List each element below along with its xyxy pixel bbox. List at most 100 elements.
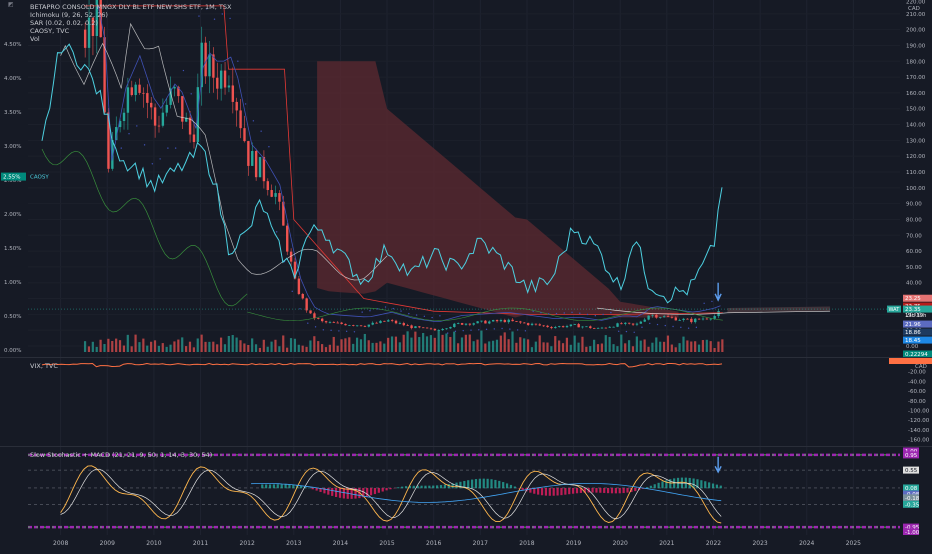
volume-bar (675, 347, 677, 352)
sar-dot (237, 60, 238, 61)
volume-bar (344, 338, 346, 352)
x-tick-label-2025: 2025 (846, 540, 861, 547)
sar-dot (191, 93, 192, 94)
price-chart-svg[interactable]: 210.00200.00190.00180.00170.00160.00150.… (0, 0, 932, 357)
volume-bar (655, 337, 657, 352)
candle-body (624, 323, 626, 324)
candle-body (410, 325, 412, 328)
candle-body (344, 324, 346, 325)
sar-dot (672, 326, 673, 327)
price-tick-top: 220.00 (906, 0, 926, 6)
candle-body (453, 324, 455, 327)
volume-bar (189, 342, 191, 352)
macd-histogram-bar (564, 488, 566, 495)
volume-bar (515, 343, 517, 352)
legend-ichimoku[interactable]: Ichimoku (9, 26, 52, 26) (30, 11, 231, 19)
candle-body (605, 328, 607, 329)
candle-body (317, 318, 319, 319)
candle-body (352, 325, 354, 326)
vix-chart-svg[interactable]: -20.00-40.00-60.00-80.00-100.00-120.00-1… (0, 358, 932, 446)
candle-body (340, 323, 342, 324)
macd-histogram-bar (650, 486, 652, 489)
volume-bar (333, 337, 335, 352)
volume-bar (597, 344, 599, 352)
volume-bar (302, 346, 304, 352)
osc-tick-label: 0.95 (905, 453, 918, 459)
volume-bar (337, 346, 339, 352)
legend-vol[interactable]: Vol (30, 35, 231, 43)
candle-body (655, 315, 657, 318)
volume-bar (372, 343, 374, 352)
snapshot-icon[interactable]: ◩ (8, 1, 14, 8)
candle-body (500, 320, 502, 321)
price-tick-label: 170.00 (906, 75, 926, 81)
sar-dot (323, 329, 324, 330)
macd-histogram-bar (611, 488, 613, 493)
macd-histogram-bar (549, 488, 551, 496)
volume-bar (527, 339, 529, 352)
legend-osc[interactable]: Slow Stochastic + MACD (21, 21, 9, 50, 1… (30, 451, 212, 459)
candle-body (426, 328, 428, 329)
sar-dot (579, 313, 580, 314)
candle-body (302, 294, 304, 298)
volume-bar (96, 347, 98, 352)
legend-vix[interactable]: VIX, TVC (30, 362, 58, 370)
candle-body (267, 181, 269, 190)
volume-bar (651, 343, 653, 352)
volume-bar (496, 340, 498, 352)
oscillator-pane[interactable]: 1.000.950.550.08-0.08-0.18-0.35-0.95-1.0… (0, 447, 932, 535)
sar-dot (470, 330, 471, 331)
macd-histogram-bar (370, 488, 372, 495)
candle-body (243, 128, 245, 141)
volume-bar (399, 342, 401, 352)
sar-dot (501, 328, 502, 329)
candle-body (519, 321, 521, 322)
volume-bar (154, 340, 156, 352)
candle-body (469, 324, 471, 325)
legend-symbol[interactable]: BETAPRO CONSOLD MNGX DLY BL ETF NEW SHS … (30, 3, 231, 11)
price-tick-label: 130.00 (906, 138, 926, 144)
volume-bar (628, 340, 630, 352)
volume-bar (418, 337, 420, 352)
volume-bar (267, 347, 269, 352)
sar-dot (525, 330, 526, 331)
candle-body (663, 316, 665, 317)
volume-bar (325, 347, 327, 352)
sar-dot (610, 312, 611, 313)
volume-bar (698, 345, 700, 352)
vix-currency-label: CAD (915, 364, 927, 370)
percent-tick-label: 3.00% (4, 144, 21, 150)
legend-sar[interactable]: SAR (0.02, 0.02, 0.2) (30, 19, 231, 27)
sar-dot (369, 310, 370, 311)
volume-bar (682, 337, 684, 352)
label-base: 18.86 (905, 330, 921, 336)
macd-histogram-bar (556, 488, 558, 496)
volume-bar (259, 348, 261, 352)
candle-body (702, 319, 704, 320)
candle-body (329, 322, 331, 323)
volume-bar (169, 345, 171, 352)
oscillator-chart-svg[interactable]: 1.000.950.550.08-0.08-0.18-0.35-0.95-1.0… (0, 447, 932, 535)
sar-dot (377, 308, 378, 309)
volume-bar (103, 344, 105, 352)
sar-dot (587, 314, 588, 315)
candle-body (581, 327, 583, 328)
candle-body (247, 141, 249, 166)
macd-histogram-bar (603, 488, 605, 493)
macd-histogram-bar (428, 486, 430, 489)
candle-body (546, 326, 548, 327)
candle-body (609, 327, 611, 328)
label-conv: 18.45 (905, 338, 921, 344)
volume-bar (216, 344, 218, 352)
volume-bar (313, 336, 315, 352)
vix-pane[interactable]: -20.00-40.00-60.00-80.00-100.00-120.00-1… (0, 358, 932, 446)
candle-body (360, 325, 362, 326)
macd-histogram-bar (572, 488, 574, 494)
legend-caosy[interactable]: CAOSY, TVC (30, 27, 231, 35)
volume-bar (469, 335, 471, 352)
candle-body (383, 321, 385, 322)
sar-dot (276, 231, 277, 232)
volume-bar (119, 340, 121, 352)
